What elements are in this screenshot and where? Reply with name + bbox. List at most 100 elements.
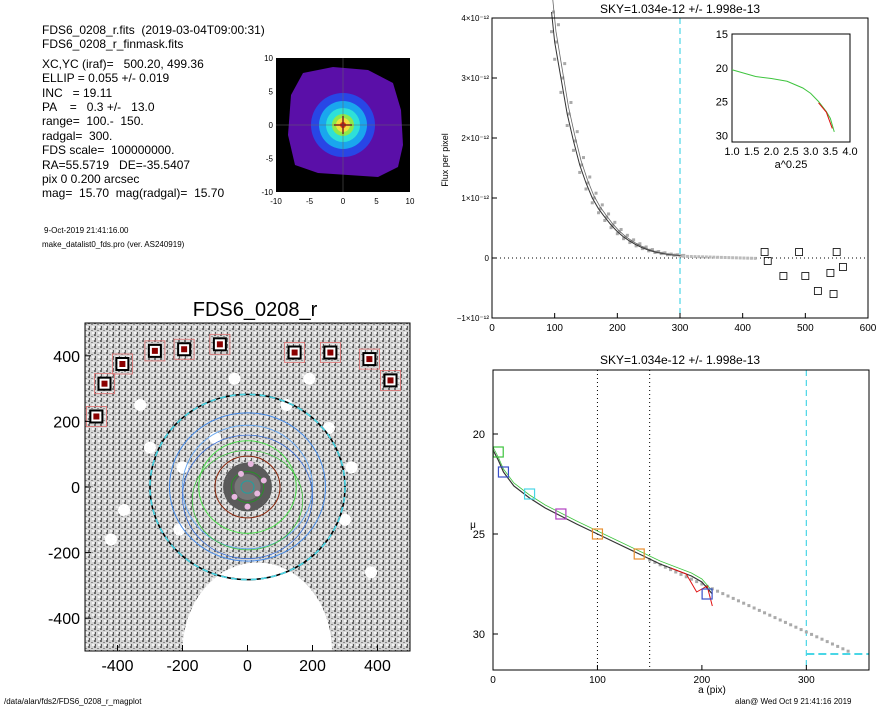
flux-x-tick-label: 200 xyxy=(609,323,626,334)
flux-chart: SKY=1.034e-12 +/- 1.998e-13 Flux per pix… xyxy=(440,0,877,334)
flux-point xyxy=(592,196,596,200)
sb-marker xyxy=(523,488,536,500)
info-line: pix 0 0.200 arcsec xyxy=(42,172,140,187)
flux-line xyxy=(552,0,682,256)
thumb-x-tick-label: 0 xyxy=(341,197,346,206)
sb-x-tick-label: 200 xyxy=(694,675,711,686)
flux-point xyxy=(559,90,563,94)
flux-point xyxy=(638,242,642,246)
flux-outlier xyxy=(829,290,838,298)
masked-star-core xyxy=(101,380,108,387)
core-source xyxy=(260,477,267,484)
thumb-y-tick-label: 5 xyxy=(269,88,274,97)
flux-point xyxy=(753,256,757,260)
flux-point xyxy=(678,254,682,258)
image-x-tick-label: -400 xyxy=(101,658,133,675)
sky-ellipse xyxy=(149,393,346,581)
flux-point xyxy=(556,23,560,27)
sb-x-tick-label: 300 xyxy=(798,675,815,686)
flux-title: SKY=1.034e-12 +/- 1.998e-13 xyxy=(600,2,760,16)
image-mask-blob xyxy=(173,523,186,536)
flux-point xyxy=(613,220,617,224)
masked-star-core xyxy=(327,349,334,356)
flux-point xyxy=(634,244,638,248)
masked-star-box xyxy=(173,338,195,360)
flux-point xyxy=(680,254,684,258)
image-ellipses xyxy=(149,393,346,581)
sb-point xyxy=(689,577,693,581)
flux-point xyxy=(701,255,705,259)
image-mask-blob xyxy=(105,533,117,546)
footer-user: alan@ Wed Oct 9 21:41:16 2019 xyxy=(735,697,852,706)
image-mask-blob xyxy=(365,566,377,579)
inset-x-tick-label: 3.0 xyxy=(803,146,818,158)
info-line: ELLIP = 0.055 +/- 0.019 xyxy=(42,71,170,86)
flux-point xyxy=(605,215,609,219)
flux-point xyxy=(734,256,738,260)
sb-line xyxy=(492,449,713,595)
sb-point xyxy=(815,635,819,639)
flux-y-tick-label: 3×10⁻¹² xyxy=(461,74,489,83)
sb-point xyxy=(794,625,798,629)
flux-outlier xyxy=(826,269,835,277)
sb-xlabel: a (pix) xyxy=(698,685,726,695)
image-x-tick-label: 0 xyxy=(243,658,252,675)
flux-x-tick-label: 600 xyxy=(860,323,877,334)
flux-point xyxy=(617,230,621,234)
sb-ylabel: μ xyxy=(470,520,476,531)
info-line: INC = 19.11 xyxy=(42,85,113,100)
sb-point xyxy=(679,572,683,576)
sb-point xyxy=(700,582,704,586)
sb-point xyxy=(820,637,824,641)
flux-point xyxy=(575,130,579,134)
flux-point xyxy=(742,256,746,260)
isophote-ellipse xyxy=(198,440,297,534)
flux-line xyxy=(551,11,681,257)
inset-x-tick-label: 2.0 xyxy=(764,146,779,158)
flux-point xyxy=(580,163,584,167)
sb-point xyxy=(830,642,834,646)
flux-y-tick-label: 0 xyxy=(485,254,490,263)
masked-star-box xyxy=(209,333,231,355)
info-line: FDS6_0208_r.fits (2019-03-04T09:00:31) xyxy=(42,23,265,37)
thumb-y-tick-label: -10 xyxy=(261,188,273,197)
sb-point xyxy=(721,592,725,596)
sb-y-tick-label: 25 xyxy=(473,529,485,541)
masked-star-box xyxy=(111,353,133,375)
image-mask-blob xyxy=(345,461,358,474)
isophote-ellipse xyxy=(191,449,304,551)
flux-point xyxy=(571,148,575,152)
image-mask-blob xyxy=(322,421,335,434)
flux-point xyxy=(682,254,686,258)
sb-point xyxy=(799,628,803,632)
inset-x-tick-label: 2.5 xyxy=(783,146,798,158)
info-block: FDS6_0208_r.fits (2019-03-04T09:00:31) F… xyxy=(42,23,265,201)
inset-line xyxy=(731,69,835,133)
sb-frame xyxy=(492,369,870,671)
flux-point xyxy=(586,181,590,185)
flux-point xyxy=(619,227,623,231)
flux-point xyxy=(738,256,742,260)
flux-y-tick-label: 4×10⁻¹² xyxy=(461,14,489,23)
flux-point xyxy=(686,254,690,258)
sb-chart: SKY=1.034e-12 +/- 1.998e-13 μ a (pix) 0 1… xyxy=(470,353,870,695)
flux-point xyxy=(647,249,651,253)
flux-point xyxy=(640,247,644,251)
flux-point xyxy=(719,255,723,259)
flux-point xyxy=(607,212,611,216)
image-y-tick-label: -400 xyxy=(48,611,80,628)
image-y-tick-label: 400 xyxy=(53,349,80,366)
isophote-ellipse xyxy=(230,471,265,503)
inset-x-tick-label: 1.5 xyxy=(744,146,759,158)
sb-marker xyxy=(497,466,510,478)
info-line: FDS scale= 100000000. xyxy=(42,143,175,158)
flux-point xyxy=(723,255,727,259)
thumb-x-tick-label: 5 xyxy=(374,197,379,206)
info-date: 9-Oct-2019 21:41:16.00 xyxy=(44,226,129,235)
flux-point xyxy=(704,255,708,259)
flux-point xyxy=(603,218,607,222)
sb-point xyxy=(825,640,829,644)
sb-marker xyxy=(591,528,604,540)
info-line: XC,YC (iraf)= 500.20, 499.36 xyxy=(42,56,204,71)
flux-point xyxy=(581,156,585,160)
